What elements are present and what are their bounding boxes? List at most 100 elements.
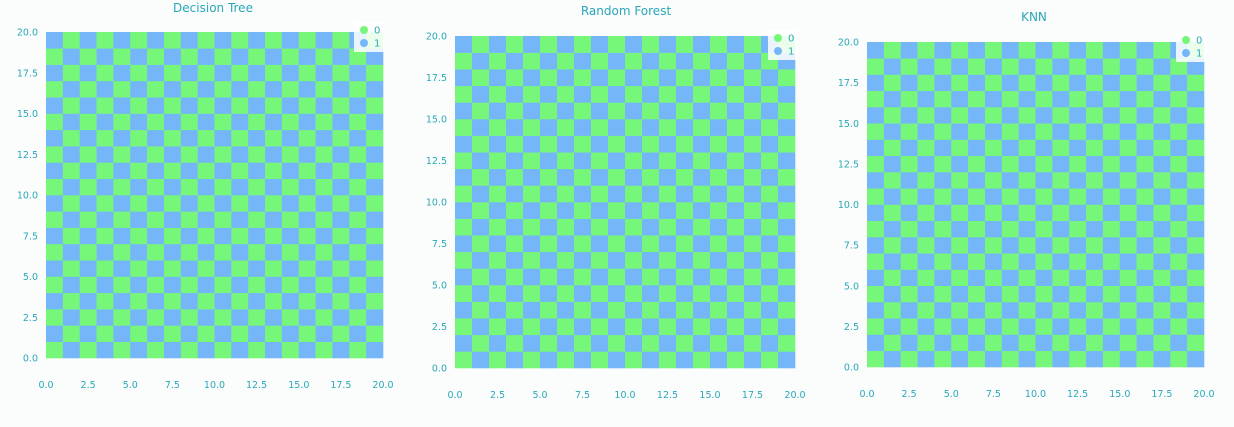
region-cell (46, 80, 64, 98)
region-cell (79, 80, 97, 98)
region-cell (867, 58, 885, 75)
region-cell (79, 325, 97, 342)
region-cell (867, 220, 885, 238)
region-cell (197, 146, 215, 163)
region-cell (523, 36, 541, 53)
region-cell (489, 218, 507, 236)
region-cell (130, 48, 148, 65)
region-cell (1170, 285, 1188, 303)
region-cell (1018, 139, 1036, 157)
region-cell (883, 285, 901, 303)
region-cell (349, 129, 367, 147)
region-cell (883, 350, 901, 368)
region-cell (46, 113, 64, 131)
region-cell (867, 318, 885, 335)
region-cell (659, 119, 677, 136)
region-cell (197, 48, 215, 65)
region-cell (1069, 139, 1087, 157)
region-cell (1136, 139, 1154, 157)
region-cell (659, 301, 677, 319)
region-cell (46, 64, 64, 82)
region-cell (1001, 58, 1019, 75)
region-cell (472, 185, 490, 203)
region-cell (1153, 334, 1171, 352)
region-cell (917, 253, 935, 270)
region-cell (472, 152, 490, 170)
region-cell (113, 211, 131, 228)
region-cell (1136, 42, 1154, 59)
region-cell (214, 113, 232, 131)
region-cell (1153, 302, 1171, 319)
region-cell (917, 302, 935, 319)
region-cell (489, 52, 507, 70)
region-cell (248, 325, 266, 342)
region-cell (46, 309, 64, 326)
region-cell (506, 351, 524, 369)
region-cell (951, 350, 969, 368)
region-cell (984, 123, 1003, 140)
region-cell (1119, 237, 1137, 254)
region-cell (591, 218, 609, 236)
region-cell (1119, 58, 1137, 75)
region-cell (332, 195, 350, 212)
region-cell (130, 276, 148, 294)
region-cell (951, 123, 969, 140)
region-cell (1001, 74, 1019, 92)
region-cell (883, 188, 901, 205)
region-cell (778, 102, 796, 120)
region-cell (984, 188, 1003, 205)
region-cell (659, 85, 677, 103)
region-cell (214, 211, 232, 228)
region-cell (281, 341, 300, 359)
region-cell (1119, 220, 1137, 238)
chart-title: Decision Tree (173, 1, 253, 15)
region-cell (676, 202, 694, 219)
legend-marker-0 (360, 26, 368, 34)
region-cell (281, 146, 300, 163)
region-cell (1136, 269, 1154, 287)
region-cell (951, 302, 969, 319)
region-cell (523, 168, 541, 186)
region-cell (349, 260, 367, 277)
region-cell (147, 32, 165, 49)
region-cell (676, 52, 694, 70)
region-cell (1102, 269, 1121, 287)
region-cell (659, 334, 677, 352)
region-cell (332, 227, 350, 245)
region-cell (659, 168, 677, 186)
region-cell (693, 251, 711, 269)
region-cell (761, 119, 779, 136)
region-cell (298, 178, 316, 196)
region-cell (574, 185, 592, 203)
region-cell (349, 211, 367, 228)
region-cell (265, 178, 283, 196)
region-cell (163, 80, 182, 98)
region-cell (693, 36, 711, 53)
region-cell (1035, 155, 1053, 173)
region-cell (984, 302, 1003, 319)
region-cell (1187, 237, 1205, 254)
region-cell (332, 309, 350, 326)
region-cell (1001, 269, 1019, 287)
region-cell (1052, 204, 1070, 222)
region-cell (1052, 253, 1070, 270)
region-cell (62, 309, 80, 326)
region-cell (1170, 269, 1188, 287)
region-cell (1187, 107, 1205, 124)
region-cell (574, 202, 592, 219)
region-cell (62, 292, 80, 310)
region-cell (197, 341, 215, 359)
y-tick-label: 2.5 (844, 322, 859, 333)
region-cell (1018, 155, 1036, 173)
region-cell (591, 268, 609, 286)
x-tick-label: 2.5 (81, 380, 96, 391)
region-cell (113, 32, 131, 49)
region-cell (625, 318, 643, 336)
region-cell (332, 129, 350, 147)
region-cell (710, 36, 728, 53)
region-cell (62, 195, 80, 212)
region-cell (472, 301, 490, 319)
region-cell (1086, 107, 1104, 124)
region-cell (591, 135, 609, 153)
region-cell (900, 123, 918, 140)
